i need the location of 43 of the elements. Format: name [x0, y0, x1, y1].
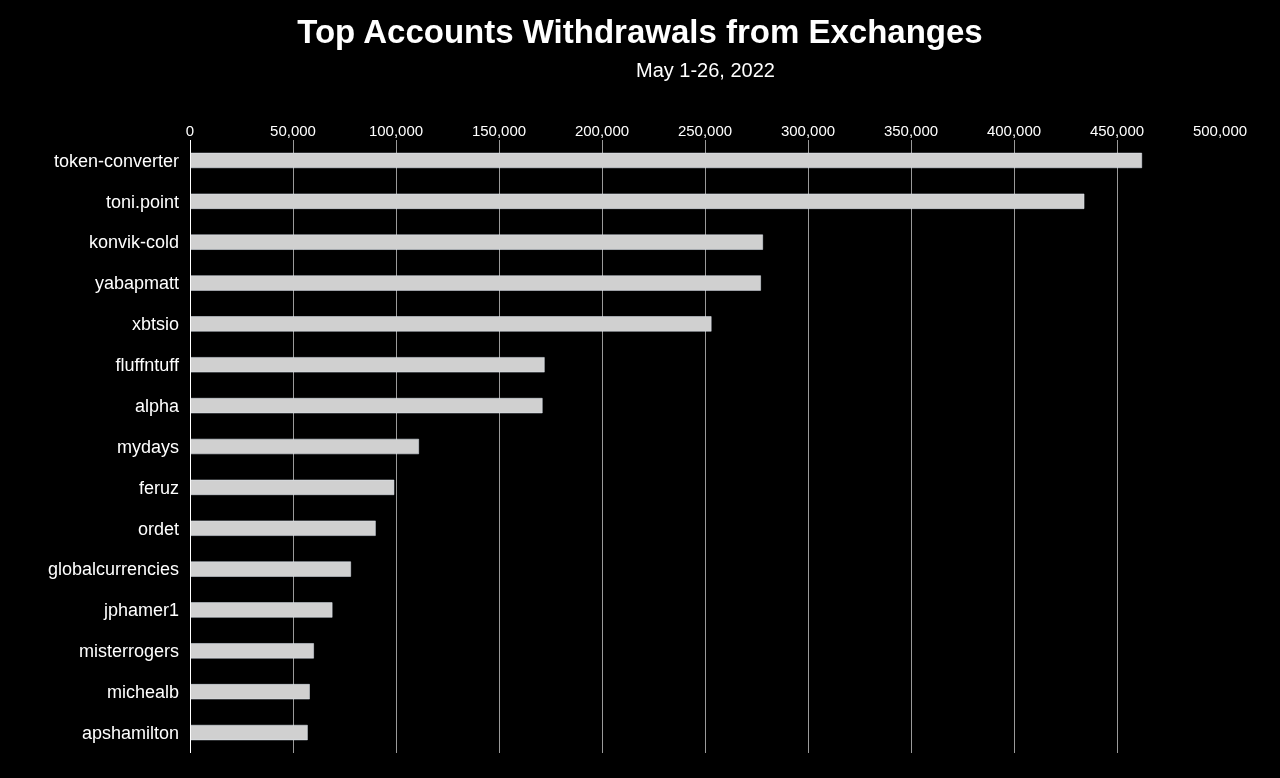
y-tick-label: xbtsio [131, 314, 179, 335]
bar [190, 193, 1085, 209]
x-tick-label: 400,000 [986, 122, 1042, 139]
x-tick-label: 450,000 [1089, 122, 1145, 139]
x-tick-label: 0 [185, 122, 195, 139]
bar [190, 357, 545, 373]
chart-subtitle: May 1-26, 2022 [636, 59, 775, 81]
x-tick-label: 200,000 [574, 122, 630, 139]
bar [190, 602, 333, 618]
bar [190, 234, 763, 250]
bar [190, 520, 376, 536]
y-tick-label: jphamer1 [102, 600, 179, 621]
x-tick-label: 150,000 [471, 122, 527, 139]
y-tick-label: alpha [134, 395, 180, 416]
bar [190, 275, 761, 291]
y-tick-label: apshamilton [81, 722, 179, 743]
y-tick-label: yabapmatt [94, 273, 179, 294]
x-tick-label: 50,000 [270, 122, 316, 139]
y-tick-label: misterrogers [78, 641, 179, 662]
bar [190, 398, 543, 414]
bar [190, 479, 395, 495]
x-tick-label: 100,000 [368, 122, 424, 139]
bar [190, 561, 351, 577]
bar [190, 684, 310, 700]
y-tick-label: mydays [116, 436, 179, 457]
x-tick-label: 250,000 [677, 122, 733, 139]
x-tick-label: 500,000 [1192, 122, 1248, 139]
chart-title: Top Accounts Withdrawals from Exchanges [297, 12, 983, 50]
y-tick-label: konvik-cold [88, 232, 179, 253]
y-tick-label: token-converter [53, 150, 179, 171]
bar [190, 438, 419, 455]
y-tick-label: fluffntuff [115, 355, 180, 376]
bar [190, 724, 308, 741]
bar [190, 152, 1142, 169]
y-tick-label: toni.point [105, 191, 179, 212]
bar [190, 316, 712, 332]
bar [190, 643, 314, 659]
y-tick-label: feruz [138, 477, 179, 498]
y-tick-label: michealb [106, 682, 179, 702]
x-tick-label: 300,000 [780, 122, 836, 139]
y-tick-label: globalcurrencies [47, 559, 179, 580]
y-tick-label: ordet [137, 518, 179, 539]
x-tick-label: 350,000 [883, 122, 939, 139]
